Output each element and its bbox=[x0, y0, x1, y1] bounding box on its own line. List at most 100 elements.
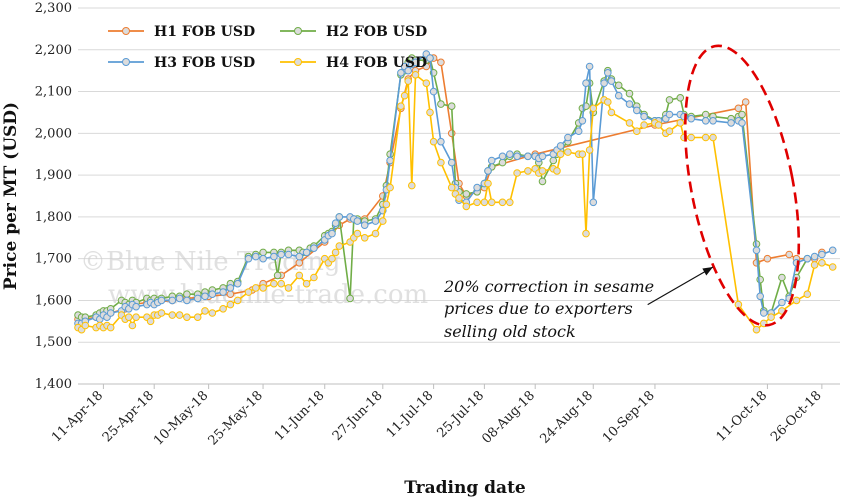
data-point bbox=[756, 292, 765, 301]
data-point bbox=[233, 296, 242, 305]
y-axis-ticks: 1,400 1,500 1,600 1,700 1,800 1,900 2,000 2,100… bbox=[35, 1, 72, 392]
x-tick-label: 27-Jun-18 bbox=[330, 388, 386, 444]
data-point bbox=[538, 177, 547, 186]
data-point bbox=[625, 119, 634, 127]
data-point bbox=[183, 290, 191, 299]
data-point bbox=[564, 148, 572, 156]
data-point bbox=[295, 252, 304, 261]
series-layer bbox=[74, 50, 837, 334]
data-point bbox=[738, 110, 746, 119]
data-point bbox=[335, 242, 344, 250]
y-tick-label: 2,200 bbox=[35, 43, 72, 58]
data-point bbox=[582, 229, 590, 238]
data-point bbox=[585, 62, 594, 71]
data-point bbox=[633, 106, 641, 115]
y-tick-label: 1,700 bbox=[35, 252, 72, 267]
data-point bbox=[128, 321, 137, 330]
data-point bbox=[524, 167, 532, 175]
legend-item-1: H1 FOB USD bbox=[108, 24, 255, 40]
data-point bbox=[422, 79, 431, 87]
data-point bbox=[455, 194, 463, 202]
data-point bbox=[226, 284, 235, 292]
data-point bbox=[295, 271, 304, 280]
data-point bbox=[803, 254, 812, 263]
data-point bbox=[411, 58, 420, 67]
data-point bbox=[709, 133, 717, 142]
y-tick-label: 2,300 bbox=[35, 1, 72, 16]
data-point bbox=[556, 150, 565, 158]
data-point bbox=[810, 261, 819, 269]
data-point bbox=[259, 284, 267, 292]
data-point bbox=[426, 54, 434, 62]
data-point bbox=[589, 104, 598, 113]
data-point bbox=[404, 66, 413, 75]
y-tick-label: 1,800 bbox=[35, 210, 72, 225]
data-point bbox=[208, 290, 217, 299]
x-tick-label: 26-Oct-18 bbox=[768, 388, 825, 445]
data-point bbox=[625, 100, 634, 108]
legend-item-3: H3 FOB USD bbox=[108, 55, 255, 71]
data-point bbox=[487, 156, 496, 165]
data-point bbox=[484, 179, 492, 188]
data-point bbox=[382, 200, 391, 209]
data-point bbox=[538, 152, 547, 161]
data-point bbox=[437, 58, 445, 67]
legend-swatch-marker bbox=[294, 27, 302, 35]
data-point bbox=[371, 217, 380, 225]
data-point bbox=[760, 309, 768, 317]
data-point bbox=[741, 98, 750, 106]
data-point bbox=[386, 183, 394, 192]
x-tick-label: 08-Aug-18 bbox=[479, 388, 538, 447]
series-4 bbox=[74, 71, 837, 334]
data-point bbox=[828, 263, 837, 271]
data-point bbox=[360, 234, 369, 242]
data-point bbox=[480, 198, 489, 207]
data-point bbox=[429, 87, 438, 96]
data-point bbox=[226, 290, 235, 299]
data-point bbox=[429, 137, 438, 146]
y-tick-label: 1,500 bbox=[35, 335, 72, 350]
data-point bbox=[244, 254, 253, 263]
data-point bbox=[676, 119, 685, 127]
data-point bbox=[328, 254, 336, 263]
data-point bbox=[607, 108, 616, 117]
data-point bbox=[175, 311, 184, 319]
data-point bbox=[818, 259, 826, 267]
data-point bbox=[487, 198, 496, 207]
data-point bbox=[270, 279, 278, 288]
data-point bbox=[273, 271, 282, 280]
data-point bbox=[259, 248, 267, 257]
x-tick-label: 25-Apr-18 bbox=[100, 388, 157, 445]
data-point bbox=[157, 296, 166, 305]
annotation-line-1: 20% correction in sesame bbox=[443, 277, 654, 296]
data-point bbox=[578, 117, 587, 125]
legend-item-2: H2 FOB USD bbox=[280, 24, 427, 40]
data-point bbox=[665, 110, 674, 119]
data-point bbox=[233, 279, 242, 288]
data-point bbox=[727, 119, 735, 127]
data-point bbox=[538, 167, 547, 175]
series-3 bbox=[74, 50, 837, 328]
legend-label: H2 FOB USD bbox=[326, 24, 427, 40]
data-point bbox=[473, 198, 481, 207]
data-point bbox=[426, 108, 434, 117]
data-point bbox=[600, 79, 608, 87]
data-point bbox=[792, 296, 801, 305]
annotation-arrowhead bbox=[702, 267, 713, 276]
x-tick-label: 24-Aug-18 bbox=[537, 388, 596, 447]
data-point bbox=[687, 114, 696, 123]
x-axis-title: Trading date bbox=[404, 478, 526, 498]
data-point bbox=[447, 129, 456, 138]
data-point bbox=[168, 296, 177, 305]
legend-item-4: H4 FOB USD bbox=[280, 55, 427, 71]
data-point bbox=[244, 288, 253, 296]
x-tick-label: 25-May-18 bbox=[206, 388, 266, 448]
annotation: 20% correction in sesame prices due to e… bbox=[443, 44, 801, 341]
x-tick-label: 11-Apr-18 bbox=[49, 388, 106, 445]
data-point bbox=[701, 110, 710, 119]
annotation-line-2: prices due to exporters bbox=[444, 299, 633, 318]
data-point bbox=[193, 313, 202, 322]
x-tick-label: 11-Jun-18 bbox=[272, 388, 328, 444]
